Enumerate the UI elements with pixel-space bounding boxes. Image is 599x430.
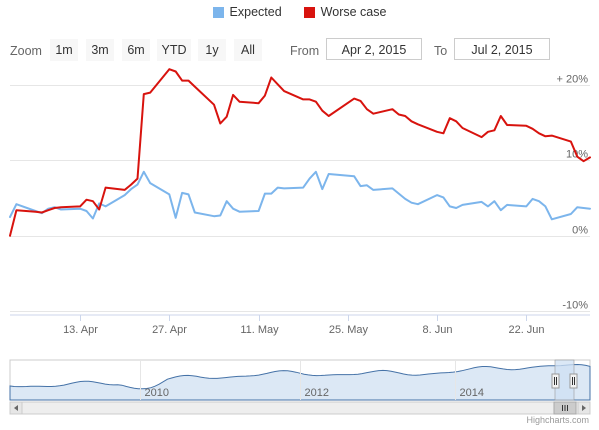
navigator-tick-label: 2010 <box>145 387 169 399</box>
zoom-label: Zoom <box>10 44 42 58</box>
x-tick-label: 25. May <box>329 324 369 336</box>
navigator-x-axis: 2010 2012 2014 <box>140 360 484 400</box>
navigator-tick-label: 2012 <box>305 387 329 399</box>
to-label: To <box>434 44 448 58</box>
x-tick-label: 11. May <box>240 324 279 336</box>
plot-series <box>9 68 591 237</box>
navigator[interactable]: 2010 2012 2014 <box>9 359 591 401</box>
y-tick-label: 0% <box>572 225 588 237</box>
grid-lines <box>10 85 590 312</box>
legend-item-worse-case[interactable]: Worse case <box>303 5 387 19</box>
legend-label-expected: Expected <box>229 5 282 19</box>
series-line-worse-case[interactable] <box>9 68 591 237</box>
to-date-input[interactable]: Jul 2, 2015 <box>454 38 550 60</box>
zoom-1y-button[interactable]: 1y <box>198 39 226 61</box>
x-axis: 13. Apr 27. Apr 11. May 25. May 8. Jun 22. Ju… <box>63 315 545 336</box>
y-tick-label: -10% <box>562 300 588 312</box>
zoom-1m-button[interactable]: 1m <box>50 39 78 61</box>
legend-swatch-expected <box>212 6 224 18</box>
x-tick-label: 27. Apr <box>152 324 187 336</box>
range-selector: Zoom 1m 3m 6m YTD 1y All From Apr 2, 201… <box>0 38 599 64</box>
from-label: From <box>290 44 320 58</box>
x-tick-label: 22. Jun <box>508 324 544 336</box>
series-line-expected[interactable] <box>9 170 591 221</box>
y-tick-label: + 20% <box>557 74 589 86</box>
x-tick-label: 13. Apr <box>63 324 98 336</box>
chart-legend: Expected Worse case <box>0 2 599 22</box>
zoom-6m-button[interactable]: 6m <box>122 39 150 61</box>
x-tick-label: 8. Jun <box>423 324 453 336</box>
zoom-all-button[interactable]: All <box>234 39 262 61</box>
scrollbar-track[interactable] <box>9 401 591 415</box>
navigator-right-handle[interactable] <box>569 373 578 389</box>
zoom-ytd-button[interactable]: YTD <box>157 39 191 61</box>
legend-swatch-worse-case <box>303 6 315 18</box>
scrollbar-right-arrow-icon <box>582 405 586 411</box>
credits-link[interactable]: Highcharts.com <box>526 415 589 425</box>
navigator-left-handle[interactable] <box>551 373 560 389</box>
from-date-input[interactable]: Apr 2, 2015 <box>326 38 422 60</box>
zoom-3m-button[interactable]: 3m <box>86 39 114 61</box>
legend-label-worse-case: Worse case <box>320 5 387 19</box>
scrollbar-left-arrow-icon <box>14 405 18 411</box>
legend-item-expected[interactable]: Expected <box>212 5 282 19</box>
navigator-tick-label: 2014 <box>460 387 484 399</box>
scrollbar[interactable] <box>9 401 591 415</box>
y-axis: + 20%10%0%-10% <box>557 74 589 312</box>
